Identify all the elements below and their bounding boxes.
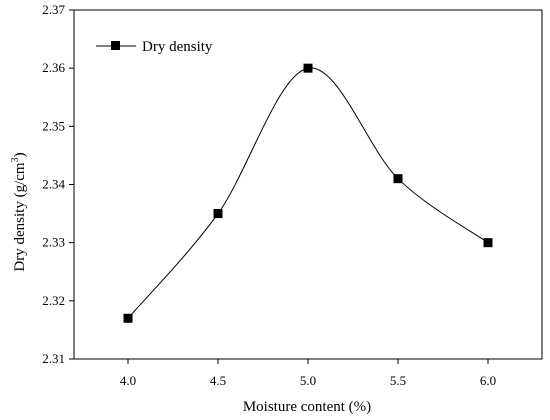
y-tick-label: 2.31: [42, 351, 65, 366]
legend-label: Dry density: [142, 39, 213, 55]
plot-area: [73, 9, 543, 360]
x-axis: 4.0 4.5 5.0 5.5 6.0: [120, 359, 496, 388]
y-tick-label: 2.37: [42, 2, 65, 17]
y-tick-label: 2.36: [42, 60, 65, 75]
x-tick-label: 5.0: [300, 373, 316, 388]
x-tick-label: 4.0: [120, 373, 136, 388]
y-tick-label: 2.34: [42, 177, 65, 192]
series-markers: [123, 63, 493, 323]
y-tick-label: 2.33: [42, 235, 65, 250]
y-axis: 2.31 2.32 2.33 2.34 2.35 2.36 2.37: [42, 2, 74, 366]
y-axis-label-sup: 3: [10, 157, 21, 162]
data-point: [303, 63, 313, 73]
plot-border: [73, 9, 543, 360]
legend-marker: [111, 41, 120, 50]
data-point: [393, 174, 403, 184]
data-point: [123, 313, 133, 323]
y-tick-label: 2.35: [42, 118, 65, 133]
x-tick-label: 6.0: [480, 373, 496, 388]
y-tick-label: 2.32: [42, 293, 65, 308]
y-axis-label: Dry density (g/cm3): [10, 152, 28, 271]
x-tick-label: 5.5: [390, 373, 406, 388]
y-axis-label-main: Dry density (g/cm: [12, 162, 28, 271]
x-axis-label: Moisture content (%): [243, 399, 371, 415]
legend: Dry density: [96, 39, 213, 55]
series-line-dry-density: [127, 67, 489, 319]
y-axis-label-close: ): [12, 152, 28, 157]
x-tick-label: 4.5: [210, 373, 226, 388]
data-point: [213, 209, 223, 219]
data-point: [483, 238, 493, 248]
